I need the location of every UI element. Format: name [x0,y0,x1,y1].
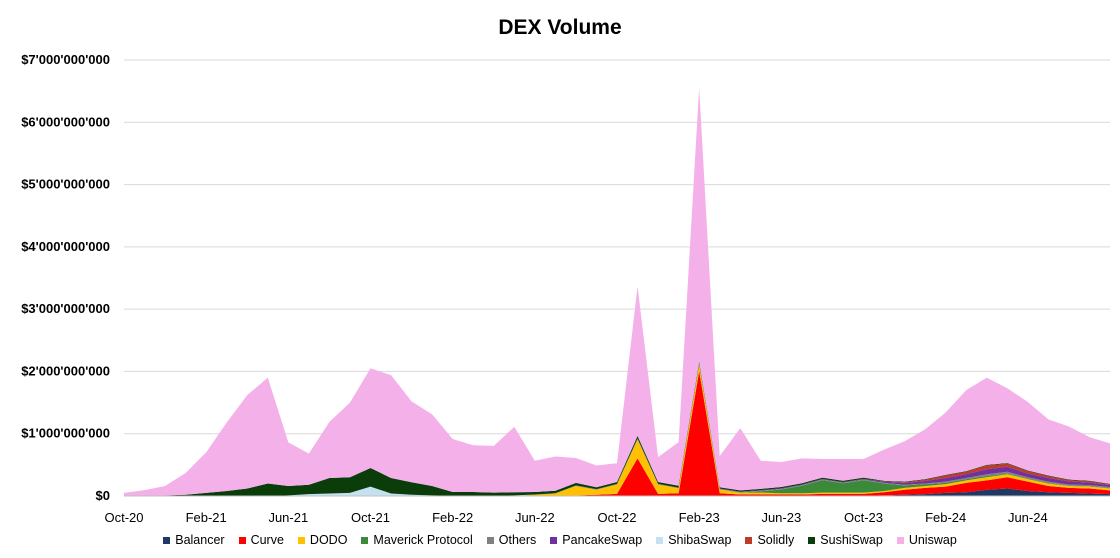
axes: $0 $1'000'000'000 $2'000'000'000 $3'000'000… [21,52,1110,525]
legend-swatch [486,536,494,544]
legend-label: ShibaSwap [668,533,732,547]
legend-swatch [808,536,816,544]
legend-swatch [297,536,305,544]
x-tick-label: Feb-23 [679,510,720,525]
chart-title: DEX Volume [498,16,622,39]
y-tick-label: $5'000'000'000 [21,177,110,192]
stacked-areas [124,87,1110,496]
y-tick-label: $2'000'000'000 [21,363,110,378]
area-uniswap [124,87,1110,496]
legend-swatch [238,536,246,544]
legend-label: SushiSwap [820,533,883,547]
legend-label: Solidly [757,533,795,547]
legend-item-balancer: Balancer [163,533,225,547]
legend: Balancer Curve DODO Maverick Protocol Others… [0,533,1120,547]
legend-item-shibaswap: ShibaSwap [656,533,731,547]
y-tick-label: $4'000'000'000 [21,239,110,254]
legend-label: Curve [250,533,284,547]
x-tick-label: Feb-21 [186,510,227,525]
area-curve [124,371,1110,496]
legend-item-curve: Curve [238,533,284,547]
legend-swatch [896,536,904,544]
legend-label: Others [498,533,537,547]
legend-label: Uniswap [908,533,957,547]
x-tick-label: Oct-21 [351,510,390,525]
legend-swatch [361,536,369,544]
x-tick-label: Jun-24 [1008,510,1048,525]
x-tick-label: Oct-20 [104,510,143,525]
area-balancer [124,488,1110,496]
legend-item-dodo: DODO [297,533,348,547]
x-tick-label: Oct-23 [844,510,883,525]
legend-item-others: Others [486,533,537,547]
legend-swatch [656,536,664,544]
legend-swatch [550,536,558,544]
legend-item-uniswap: Uniswap [896,533,957,547]
legend-swatch [163,536,171,544]
y-tick-label: $6'000'000'000 [21,114,110,129]
y-tick-label: $0 [96,488,110,503]
legend-item-solidly: Solidly [745,533,794,547]
gridlines [124,59,1110,435]
y-tick-label: $1'000'000'000 [21,426,110,441]
legend-item-pancakeswap: PancakeSwap [550,533,642,547]
y-tick-label: $7'000'000'000 [21,52,110,67]
legend-label: Maverick Protocol [373,533,473,547]
x-tick-label: Jun-22 [515,510,555,525]
y-tick-label: $3'000'000'000 [21,301,110,316]
legend-label: PancakeSwap [562,533,643,547]
x-tick-label: Oct-22 [597,510,636,525]
legend-item-maverick-protocol: Maverick Protocol [361,533,473,547]
legend-item-sushiswap: SushiSwap [808,533,883,547]
legend-swatch [745,536,753,544]
x-tick-label: Feb-22 [432,510,473,525]
x-tick-label: Feb-24 [925,510,966,525]
x-tick-label: Jun-21 [268,510,308,525]
legend-label: Balancer [175,533,225,547]
x-tick-label: Jun-23 [761,510,801,525]
legend-label: DODO [309,533,348,547]
chart-plot: $0 $1'000'000'000 $2'000'000'000 $3'000'000… [21,52,1110,525]
